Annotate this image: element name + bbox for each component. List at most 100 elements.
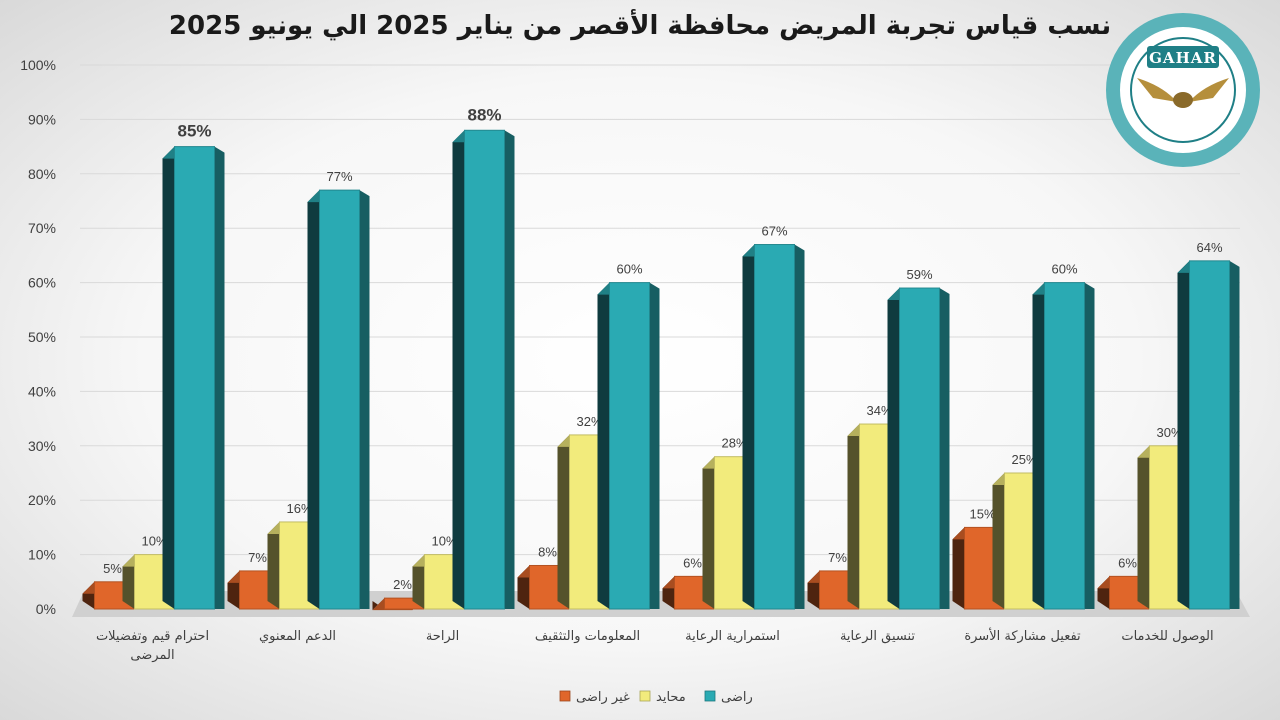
bar-front [464,129,505,610]
bar-back [702,456,715,609]
bar-side [504,130,515,609]
bar-front [899,287,940,610]
data-label: 7% [248,550,267,565]
gahar-logo: GAHAR [1106,13,1260,167]
bar-back [952,527,965,609]
y-tick-label: 70% [28,220,56,236]
x-tick-label: المعلومات والتثقيف [535,629,640,644]
bar-side [1084,282,1095,609]
bar-back [307,190,320,609]
bar-back [992,473,1005,609]
bar-side [214,146,225,609]
legend-swatch [704,690,716,702]
data-label: 30% [1156,425,1182,440]
bar-side [359,190,370,609]
data-label: 10% [141,534,167,549]
legend-swatch [559,690,571,702]
bar-front [754,244,795,610]
bar-back [847,424,860,609]
bar-front [1044,282,1085,610]
bar-back [452,130,465,609]
legend-label: راضى [721,690,753,705]
data-label: 5% [103,561,122,576]
bar [162,146,225,610]
bar [597,282,660,610]
bar [452,129,515,610]
y-tick-label: 100% [20,57,56,73]
bar-side [649,282,660,609]
data-label: 2% [393,577,412,592]
y-tick-label: 90% [28,111,56,127]
y-tick-label: 10% [28,547,56,563]
data-label: 88% [467,105,501,124]
chart-title: نسب قياس تجربة المريض محافظة الأقصر من ي… [169,9,1111,41]
bar [742,244,805,610]
bar-back [1137,445,1150,609]
data-label: 77% [326,169,352,184]
y-tick-label: 40% [28,383,56,399]
legend-label: محايد [656,690,686,705]
bar-front [319,189,360,610]
bar-back [267,521,280,609]
x-tick-label: المرضى [130,648,174,663]
x-tick-label: الراحة [426,629,459,644]
y-tick-label: 80% [28,166,56,182]
data-label: 60% [616,262,642,277]
bar-back [557,434,570,609]
data-label: 8% [538,544,557,559]
logo-text-ring [1106,13,1260,167]
legend: غير راضى محايد راضى [559,690,753,705]
data-label: 6% [683,555,702,570]
bar [1032,282,1095,610]
bar-side [939,288,950,609]
bar-back [412,554,425,609]
data-label: 7% [828,550,847,565]
data-label: 64% [1196,240,1222,255]
plot-area: 0% 10% 20% 30% 40% 50% 60% 70% 80% 90% 100% 5% 10% 85… [20,57,1250,663]
data-label: 16% [286,501,312,516]
y-tick-label: 0% [36,601,56,617]
bar-back [162,146,175,609]
data-label: 15% [969,506,995,521]
bar-back [1032,282,1045,609]
logo-banner [1147,46,1219,68]
y-tick-label: 60% [28,275,56,291]
x-tick-label: الوصول للخدمات [1121,629,1213,644]
y-tick-label: 50% [28,329,56,345]
x-tick-label: الدعم المعنوي [259,629,336,644]
x-tick-label: تفعيل مشاركة الأسرة [964,627,1081,644]
logo-wordmark: GAHAR [1149,49,1217,67]
data-label: 6% [1118,555,1137,570]
bar-side [1229,260,1240,609]
data-label: 85% [177,122,211,141]
x-tick-label: تنسيق الرعاية [840,629,915,644]
data-label: 67% [761,224,787,239]
bar [307,189,370,610]
bar-back [1177,260,1190,609]
bar-front [1189,260,1230,610]
bar [1177,260,1240,610]
bar [887,287,950,610]
eagle-right-wing [1189,78,1229,102]
data-label: 34% [866,403,892,418]
data-label: 32% [576,414,602,429]
bar-back [597,282,610,609]
y-tick-label: 30% [28,438,56,454]
eagle-body [1173,92,1193,108]
bar-front [609,282,650,610]
bar-back [122,554,135,609]
data-label: 28% [721,436,747,451]
x-tick-label: احترام قيم وتفضيلات [96,629,209,644]
y-tick-label: 20% [28,492,56,508]
x-tick-label: استمرارية الرعاية [685,629,780,644]
data-label: 59% [906,267,932,282]
legend-swatch [639,690,651,702]
legend-label: غير راضى [576,690,630,705]
bar-side [794,244,805,609]
eagle-left-wing [1137,78,1177,102]
bar-back [887,288,900,609]
bar-front [174,146,215,610]
data-label: 25% [1011,452,1037,467]
data-label: 10% [431,534,457,549]
